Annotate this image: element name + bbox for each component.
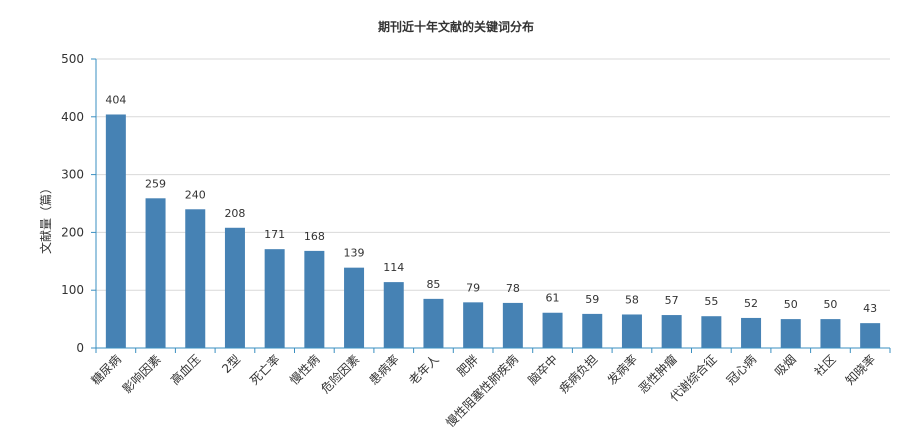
bar <box>344 267 365 348</box>
x-tick-label: 慢性病 <box>286 352 322 388</box>
data-label: 168 <box>304 230 325 243</box>
data-label: 50 <box>823 298 837 311</box>
x-tick-label: 2型 <box>219 352 243 376</box>
bar <box>741 317 762 348</box>
bar <box>383 282 404 348</box>
y-tick-label: 500 <box>61 52 84 66</box>
data-label: 139 <box>344 247 365 260</box>
x-tick-label: 患病率 <box>366 352 402 388</box>
bar <box>820 319 841 348</box>
data-label: 52 <box>744 297 758 310</box>
data-labels: 404 259 240 208 171 168 139 114 85 79 78 61 59 58 57 55… <box>105 93 877 315</box>
bar <box>264 249 285 348</box>
y-tick-label: 300 <box>61 168 84 182</box>
data-label: 61 <box>546 292 560 305</box>
x-tick-label: 危险因素 <box>318 352 363 397</box>
data-label: 55 <box>704 295 718 308</box>
bar <box>542 312 563 348</box>
x-tick-label: 发病率 <box>604 352 640 388</box>
x-tick-label: 脑卒中 <box>525 352 561 388</box>
bar <box>621 314 642 348</box>
x-tick-label: 疾病负担 <box>556 352 601 397</box>
x-tick-label: 吸烟 <box>772 352 799 379</box>
data-label: 404 <box>105 93 126 106</box>
bar <box>185 209 206 348</box>
bar <box>224 227 245 348</box>
bar <box>423 298 444 348</box>
data-label: 171 <box>264 228 285 241</box>
gridlines <box>96 58 890 291</box>
bar <box>463 302 484 348</box>
data-label: 50 <box>784 298 798 311</box>
y-tick-label: 400 <box>61 110 84 124</box>
data-label: 57 <box>665 294 679 307</box>
data-label: 114 <box>383 261 404 274</box>
bar <box>304 250 325 348</box>
data-label: 85 <box>426 278 440 291</box>
x-tick-label: 死亡率 <box>247 352 283 388</box>
data-label: 79 <box>466 281 480 294</box>
y-tick-label: 200 <box>61 225 84 239</box>
x-tick-label: 知晓率 <box>842 352 878 388</box>
y-axis-ticks: 0 100 200 300 400 500 <box>61 52 96 355</box>
bars <box>105 114 881 348</box>
x-tick-label: 肥胖 <box>454 352 481 379</box>
bar <box>701 316 722 348</box>
bar <box>502 302 523 348</box>
x-tick-label: 社区 <box>811 352 839 380</box>
bar <box>105 114 126 348</box>
x-tick-label: 慢性阻塞性肺疾病 <box>442 352 520 430</box>
data-label: 58 <box>625 293 639 306</box>
data-label: 259 <box>145 177 166 190</box>
y-axis-label: 文献量（篇） <box>38 182 53 254</box>
x-tick-label: 老年人 <box>406 352 441 387</box>
x-tick-label: 影响因素 <box>119 352 164 397</box>
bar <box>145 198 166 348</box>
data-label: 43 <box>863 302 877 315</box>
x-tick-label: 高血压 <box>167 352 203 388</box>
data-label: 240 <box>185 188 206 201</box>
y-tick-label: 100 <box>61 283 84 297</box>
bar <box>582 313 603 348</box>
x-tick-label: 冠心病 <box>723 352 759 388</box>
bar <box>780 319 801 348</box>
data-label: 59 <box>585 293 599 306</box>
axes <box>95 59 890 349</box>
bar <box>860 323 881 348</box>
chart-title: 期刊近十年文献的关键词分布 <box>378 19 534 34</box>
data-label: 78 <box>506 282 520 295</box>
x-tick-label: 糖尿病 <box>88 352 124 388</box>
y-tick-label: 0 <box>76 341 84 355</box>
data-label: 208 <box>224 207 245 220</box>
bar <box>661 315 682 348</box>
